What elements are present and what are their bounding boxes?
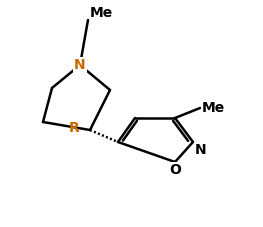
Text: N: N (74, 58, 86, 72)
Text: Me: Me (90, 6, 113, 20)
Text: Me: Me (202, 101, 225, 115)
Text: O: O (169, 163, 181, 177)
Text: R: R (69, 121, 79, 135)
Text: N: N (195, 143, 207, 157)
